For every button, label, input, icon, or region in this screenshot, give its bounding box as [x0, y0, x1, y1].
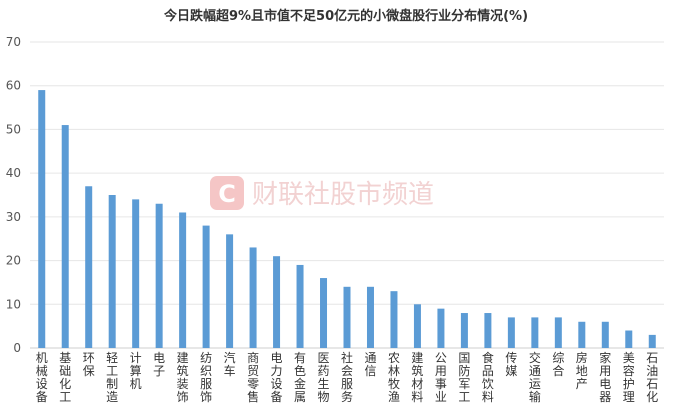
- bars: [38, 90, 656, 348]
- y-tick-label: 0: [13, 341, 21, 355]
- bar: [226, 234, 234, 348]
- bar: [179, 212, 187, 348]
- bar: [531, 317, 539, 348]
- bar: [108, 195, 116, 348]
- watermark-logo: [210, 176, 244, 210]
- y-tick-label: 30: [6, 210, 21, 224]
- chart-title: 今日跌幅超9%且市值不足50亿元的小微盘股行业分布情况(%): [163, 8, 528, 24]
- x-tick-label: 纺织服饰: [200, 351, 212, 404]
- bar: [437, 308, 445, 348]
- y-tick-label: 40: [6, 166, 21, 180]
- bar: [249, 247, 257, 348]
- x-tick-label: 房地产: [576, 350, 588, 391]
- bar: [648, 334, 656, 348]
- x-tick-label: 食品饮料: [482, 350, 494, 404]
- bar: [578, 321, 586, 348]
- bar: [132, 199, 140, 348]
- bar: [343, 286, 351, 348]
- bar: [85, 186, 93, 348]
- x-tick-label: 国防军工: [458, 351, 470, 404]
- bar: [507, 317, 515, 348]
- x-tick-label: 石油石化: [646, 351, 658, 404]
- bar: [296, 264, 304, 348]
- x-tick-label: 计算机: [130, 351, 142, 391]
- x-tick-label: 农林牧渔: [388, 351, 400, 404]
- x-tick-label: 电子: [153, 351, 165, 378]
- x-tick-label: 家用电器: [599, 350, 611, 404]
- x-tick-label: 传媒: [505, 350, 517, 378]
- bar: [413, 304, 421, 348]
- x-tick-label: 机械设备: [36, 351, 48, 404]
- bar: [366, 286, 374, 348]
- bar: [61, 125, 69, 348]
- y-tick-label: 20: [6, 254, 21, 268]
- bar: [625, 330, 633, 348]
- bar: [273, 256, 281, 348]
- x-tick-label: 建筑装饰: [177, 351, 189, 404]
- x-tick-label: 电力设备: [271, 351, 283, 404]
- x-axis: 机械设备基础化工环保轻工制造计算机电子建筑装饰纺织服饰汽车商贸零售电力设备有色金…: [36, 350, 659, 404]
- bar: [390, 291, 398, 348]
- bar: [460, 313, 468, 348]
- bar: [484, 313, 492, 348]
- x-tick-label: 医药生物: [318, 351, 330, 404]
- watermark: C 财联社股市频道: [210, 176, 434, 210]
- x-tick-label: 综合: [552, 351, 564, 378]
- y-tick-label: 60: [6, 79, 21, 93]
- x-tick-label: 交通运输: [529, 350, 541, 404]
- bar: [155, 203, 163, 348]
- x-tick-label: 汽车: [224, 350, 236, 378]
- y-tick-label: 70: [6, 35, 21, 49]
- watermark-logo-letter: C: [218, 180, 236, 208]
- x-tick-label: 轻工制造: [106, 351, 118, 404]
- x-tick-label: 基础化工: [59, 351, 71, 404]
- bar: [38, 90, 46, 348]
- x-tick-label: 社会服务: [341, 350, 353, 404]
- y-tick-label: 50: [6, 122, 21, 136]
- y-axis: 0 10 20 30 40 50 60 70: [6, 35, 21, 355]
- x-tick-label: 公用事业: [435, 351, 447, 404]
- watermark-text: 财联社股市频道: [252, 180, 434, 210]
- x-tick-label: 有色金属: [294, 351, 306, 404]
- bar: [202, 225, 210, 348]
- x-tick-label: 建筑材料: [411, 351, 423, 404]
- bar: [320, 278, 328, 348]
- y-tick-label: 10: [6, 297, 21, 311]
- bar: [554, 317, 562, 348]
- x-tick-label: 美容护理: [623, 351, 635, 404]
- x-tick-label: 通信: [364, 351, 376, 378]
- bar: [601, 321, 609, 348]
- x-tick-label: 环保: [83, 351, 95, 378]
- x-tick-label: 商贸零售: [247, 350, 259, 404]
